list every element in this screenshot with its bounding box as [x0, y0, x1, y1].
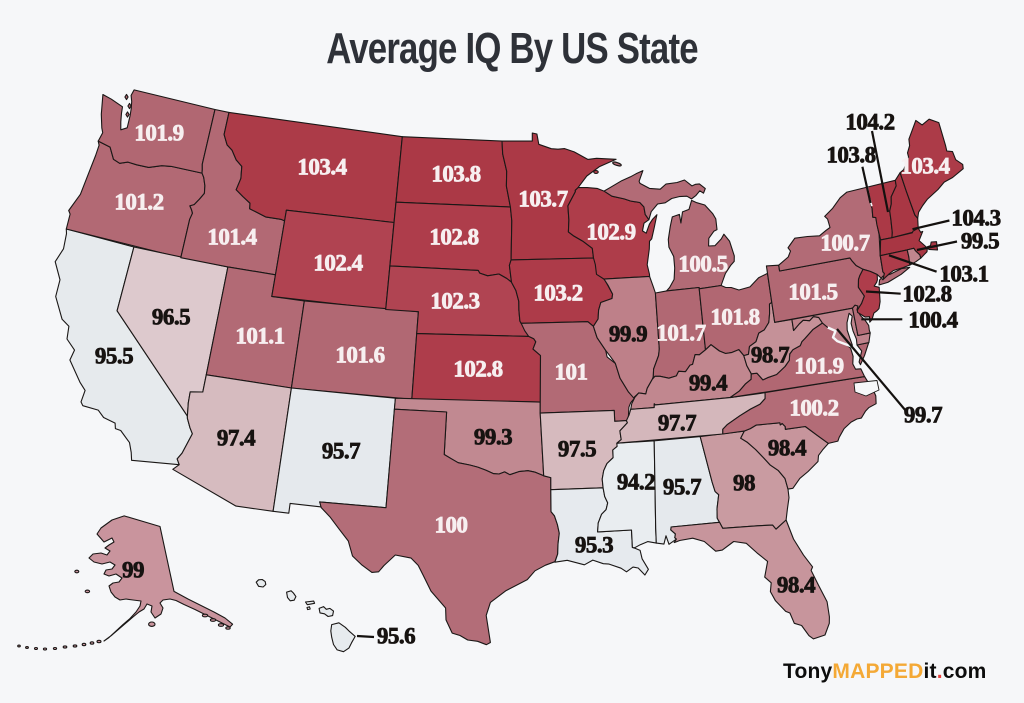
svg-text:102.9: 102.9 — [586, 220, 635, 245]
svg-text:95.5: 95.5 — [95, 344, 133, 369]
svg-text:97.5: 97.5 — [558, 437, 596, 462]
svg-text:96.5: 96.5 — [152, 305, 190, 330]
svg-text:99.4: 99.4 — [689, 371, 728, 396]
svg-text:97.7: 97.7 — [658, 411, 696, 436]
svg-text:103.1: 103.1 — [939, 262, 988, 287]
svg-text:101.8: 101.8 — [710, 305, 759, 330]
svg-text:103.2: 103.2 — [533, 281, 582, 306]
svg-text:100.7: 100.7 — [820, 231, 869, 256]
svg-text:101.1: 101.1 — [235, 324, 284, 349]
svg-text:100.2: 100.2 — [789, 396, 838, 421]
svg-text:98.4: 98.4 — [777, 573, 816, 598]
svg-text:95.7: 95.7 — [322, 439, 360, 464]
svg-text:101.7: 101.7 — [656, 321, 705, 346]
svg-text:98: 98 — [733, 471, 755, 496]
svg-text:99.5: 99.5 — [961, 229, 999, 254]
svg-text:101.9: 101.9 — [794, 354, 843, 379]
svg-text:99.9: 99.9 — [609, 322, 647, 347]
svg-text:103.4: 103.4 — [900, 154, 950, 179]
svg-text:103.7: 103.7 — [518, 187, 567, 212]
svg-text:101.9: 101.9 — [134, 121, 183, 146]
svg-text:101.2: 101.2 — [114, 190, 163, 215]
svg-text:99.7: 99.7 — [904, 403, 942, 428]
svg-text:100.5: 100.5 — [678, 252, 727, 277]
svg-text:102.8: 102.8 — [902, 282, 951, 307]
svg-text:95.7: 95.7 — [663, 475, 701, 500]
svg-text:103.8: 103.8 — [826, 143, 875, 168]
svg-text:99.3: 99.3 — [474, 425, 512, 450]
svg-text:101: 101 — [555, 360, 588, 385]
svg-text:99: 99 — [122, 558, 144, 583]
svg-text:101.4: 101.4 — [207, 225, 257, 250]
svg-text:103.4: 103.4 — [297, 155, 347, 180]
svg-text:95.3: 95.3 — [575, 533, 613, 558]
svg-text:102.8: 102.8 — [453, 357, 502, 382]
svg-text:101.5: 101.5 — [788, 280, 837, 305]
svg-text:102.4: 102.4 — [313, 251, 363, 276]
svg-text:98.4: 98.4 — [768, 436, 807, 461]
svg-text:102.8: 102.8 — [429, 225, 478, 250]
svg-text:103.8: 103.8 — [431, 162, 480, 187]
svg-text:97.4: 97.4 — [217, 426, 256, 451]
svg-text:104.2: 104.2 — [845, 110, 894, 135]
svg-text:95.6: 95.6 — [377, 624, 415, 649]
svg-text:100: 100 — [435, 513, 468, 538]
svg-text:101.6: 101.6 — [335, 343, 384, 368]
svg-text:102.3: 102.3 — [430, 289, 479, 314]
svg-text:100.4: 100.4 — [908, 308, 958, 333]
svg-text:98.7: 98.7 — [751, 343, 789, 368]
svg-text:94.2: 94.2 — [617, 470, 655, 495]
svg-text:104.3: 104.3 — [951, 206, 1000, 231]
